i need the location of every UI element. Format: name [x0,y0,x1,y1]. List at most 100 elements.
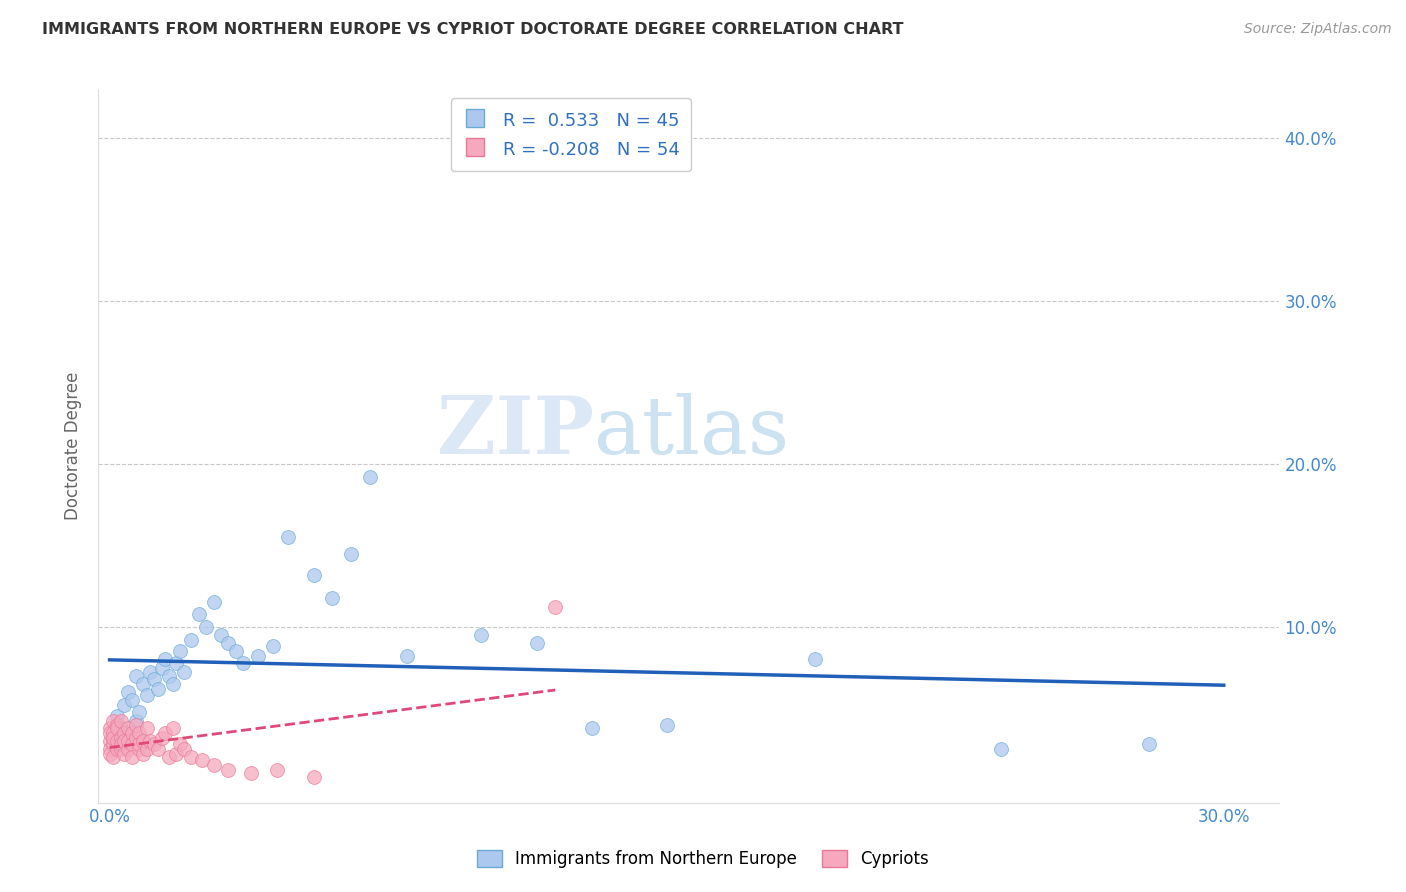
Point [124,669,146,683]
Point [165,656,187,670]
Point [359,470,381,484]
Point [232,656,254,670]
Point [135,688,157,702]
Point [135,742,157,756]
Point [117,742,139,756]
Point [157,669,180,683]
Point [112,734,135,748]
Point [121,725,143,739]
Point [103,734,125,748]
Point [139,665,162,680]
Y-axis label: Doctorate Degree: Doctorate Degree [65,372,83,520]
Point [169,737,191,751]
Point [105,721,128,735]
Point [110,714,132,729]
Point [121,693,143,707]
Point [132,734,155,748]
Point [247,649,270,664]
Point [155,725,177,739]
Point [105,717,128,731]
Point [105,734,128,748]
Point [150,731,173,745]
Point [162,677,184,691]
Point [103,725,125,739]
Point [239,766,262,780]
Point [321,591,343,605]
Text: Source: ZipAtlas.com: Source: ZipAtlas.com [1244,22,1392,37]
Point [143,737,166,751]
Point [225,644,247,658]
Point [105,742,128,756]
Point [581,721,603,735]
Legend: R =  0.533   N = 45, R = -0.208   N = 54: R = 0.533 N = 45, R = -0.208 N = 54 [451,98,690,171]
Point [98,734,121,748]
Point [98,725,121,739]
Point [146,681,169,696]
Point [157,750,180,764]
Point [180,632,202,647]
Point [187,607,209,621]
Point [217,763,239,777]
Point [155,652,177,666]
Point [121,737,143,751]
Point [103,731,125,745]
Point [209,628,232,642]
Point [124,714,146,729]
Point [165,747,187,761]
Point [110,721,132,735]
Point [117,685,139,699]
Point [117,725,139,739]
Point [103,750,125,764]
Point [110,742,132,756]
Point [277,530,299,544]
Point [112,725,135,739]
Point [195,620,218,634]
Point [526,636,548,650]
Point [162,721,184,735]
Point [191,754,214,768]
Point [262,640,284,654]
Point [128,737,150,751]
Point [117,734,139,748]
Point [655,717,678,731]
Point [110,737,132,751]
Point [98,747,121,761]
Point [150,660,173,674]
Point [105,709,128,723]
Point [121,750,143,764]
Point [544,600,567,615]
Point [302,770,325,784]
Point [128,725,150,739]
Legend: Immigrants from Northern Europe, Cypriots: Immigrants from Northern Europe, Cypriot… [470,843,936,875]
Point [132,747,155,761]
Point [266,763,288,777]
Point [173,742,195,756]
Point [103,714,125,729]
Point [128,705,150,719]
Point [146,742,169,756]
Point [217,636,239,650]
Point [112,698,135,712]
Point [143,672,166,686]
Point [470,628,492,642]
Point [990,742,1012,756]
Point [103,737,125,751]
Point [117,721,139,735]
Point [98,742,121,756]
Point [395,649,418,664]
Point [202,758,225,772]
Point [110,731,132,745]
Point [180,750,202,764]
Text: IMMIGRANTS FROM NORTHERN EUROPE VS CYPRIOT DOCTORATE DEGREE CORRELATION CHART: IMMIGRANTS FROM NORTHERN EUROPE VS CYPRI… [42,22,904,37]
Point [1139,737,1161,751]
Point [173,665,195,680]
Point [124,731,146,745]
Point [169,644,191,658]
Point [112,747,135,761]
Point [340,547,363,561]
Point [804,652,827,666]
Point [139,734,162,748]
Point [124,717,146,731]
Point [128,742,150,756]
Text: atlas: atlas [595,392,790,471]
